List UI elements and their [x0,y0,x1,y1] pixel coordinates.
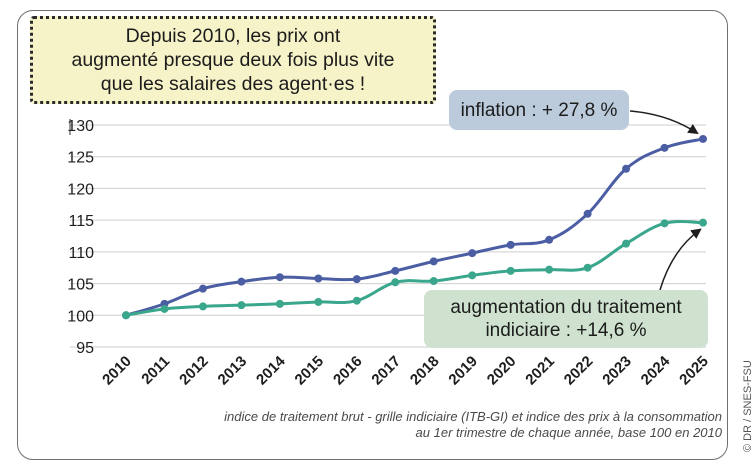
y-tick-label: 95 [76,340,94,357]
x-tick-label: 2013 [215,353,251,389]
data-point-salary [275,299,284,308]
data-point-inflation [545,235,554,244]
data-point-salary [314,297,323,306]
source-line-2: au 1er trimestre de chaque année, base 1… [415,425,722,440]
data-point-salary [429,277,438,286]
y-tick-label: 105 [67,277,94,294]
x-tick-label: 2025 [676,353,712,389]
y-tick-label: 130 [67,118,94,135]
salary-annotation: augmentation du traitement indiciaire : … [424,290,708,348]
headline-line-2: augmenté presque deux fois plus vite [71,49,395,71]
y-tick-label: 110 [68,245,94,262]
x-tick-label: 2022 [561,353,597,389]
salary-arrow [659,228,702,291]
data-point-salary [660,219,669,228]
headline-line-1: Depuis 2010, les prix ont [125,25,341,47]
data-point-inflation [468,249,477,258]
x-tick-label: 2023 [599,353,635,389]
y-tick-label: 100 [67,308,94,325]
data-point-inflation [583,209,592,218]
series-salary [122,218,707,320]
data-point-inflation [391,266,400,275]
inflation-arrow [629,110,699,135]
x-tick-label: 2017 [368,353,404,389]
y-axis-ticks: 95 100 105 110 115 120 125 130 [67,118,94,357]
data-point-inflation [275,273,284,282]
y-tick-label: 115 [68,213,94,230]
x-tick-label: 2011 [138,353,173,388]
x-tick-label: 2019 [445,353,481,389]
data-point-salary [506,266,515,275]
x-tick-label: 2024 [638,352,674,388]
x-axis-ticks: 2010 2011 2012 2013 2014 2015 2016 2017 2018 2019… [99,352,712,388]
headline-line-3: que les salaires des agent·es ! [100,73,366,95]
headline-callout: Depuis 2010, les prix ont augmenté presq… [30,16,436,104]
x-tick-label: 2010 [99,353,135,389]
data-point-salary [237,301,246,310]
data-point-salary [468,271,477,280]
data-point-salary [622,239,631,248]
x-tick-label: 2021 [522,353,558,389]
data-point-salary [699,218,707,227]
x-tick-label: 2020 [484,353,520,389]
series-group [122,134,707,320]
photo-credit: © DR / SNES-FSU [742,360,753,452]
data-point-salary [198,302,207,311]
data-point-inflation [660,143,669,152]
y-tick-label: 120 [67,181,94,198]
x-tick-label: 2016 [330,353,366,389]
data-point-inflation [429,257,438,266]
x-tick-label: 2014 [253,352,289,388]
data-point-inflation [198,284,207,293]
x-tick-label: 2012 [176,353,212,389]
x-tick-label: 2018 [407,353,443,389]
x-tick-label: 2015 [292,353,328,389]
inflation-annotation-text: inflation : + 27,8 % [460,99,618,121]
data-point-salary [160,304,169,313]
source-line-1: indice de traitement brut - grille indic… [224,409,722,424]
series-line-inflation [125,137,704,317]
data-point-inflation [237,277,246,286]
data-point-inflation [622,164,631,173]
data-point-inflation [352,275,361,284]
inflation-annotation: inflation : + 27,8 % [449,90,629,130]
data-point-salary [583,263,592,272]
data-point-inflation [699,134,707,143]
data-point-inflation [314,274,323,283]
data-point-inflation [506,240,515,249]
salary-annotation-line-2: indiciaire : +14,6 % [485,320,647,341]
series-line-salary [125,219,704,317]
annotation-arrows [629,110,702,291]
source-note: indice de traitement brut - grille indic… [150,409,722,441]
data-point-salary [391,278,400,287]
y-tick-label: 125 [67,150,94,167]
salary-annotation-line-1: augmentation du traitement [450,297,682,318]
data-point-salary [352,296,361,305]
data-point-salary [122,311,130,320]
data-point-salary [545,265,554,274]
